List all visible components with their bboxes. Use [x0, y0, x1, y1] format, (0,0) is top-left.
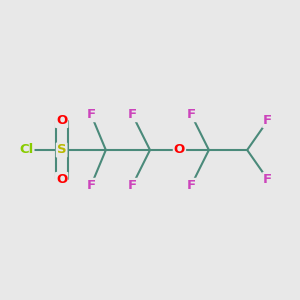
- Text: O: O: [56, 173, 67, 186]
- Text: F: F: [86, 179, 96, 192]
- Text: F: F: [263, 173, 272, 186]
- Text: Cl: Cl: [19, 143, 34, 157]
- Text: F: F: [187, 108, 196, 121]
- Text: F: F: [263, 114, 272, 127]
- Text: F: F: [128, 108, 137, 121]
- Text: F: F: [128, 179, 137, 192]
- Text: O: O: [174, 143, 185, 157]
- Text: F: F: [86, 108, 96, 121]
- Text: F: F: [187, 179, 196, 192]
- Text: O: O: [56, 114, 67, 127]
- Text: S: S: [57, 143, 67, 157]
